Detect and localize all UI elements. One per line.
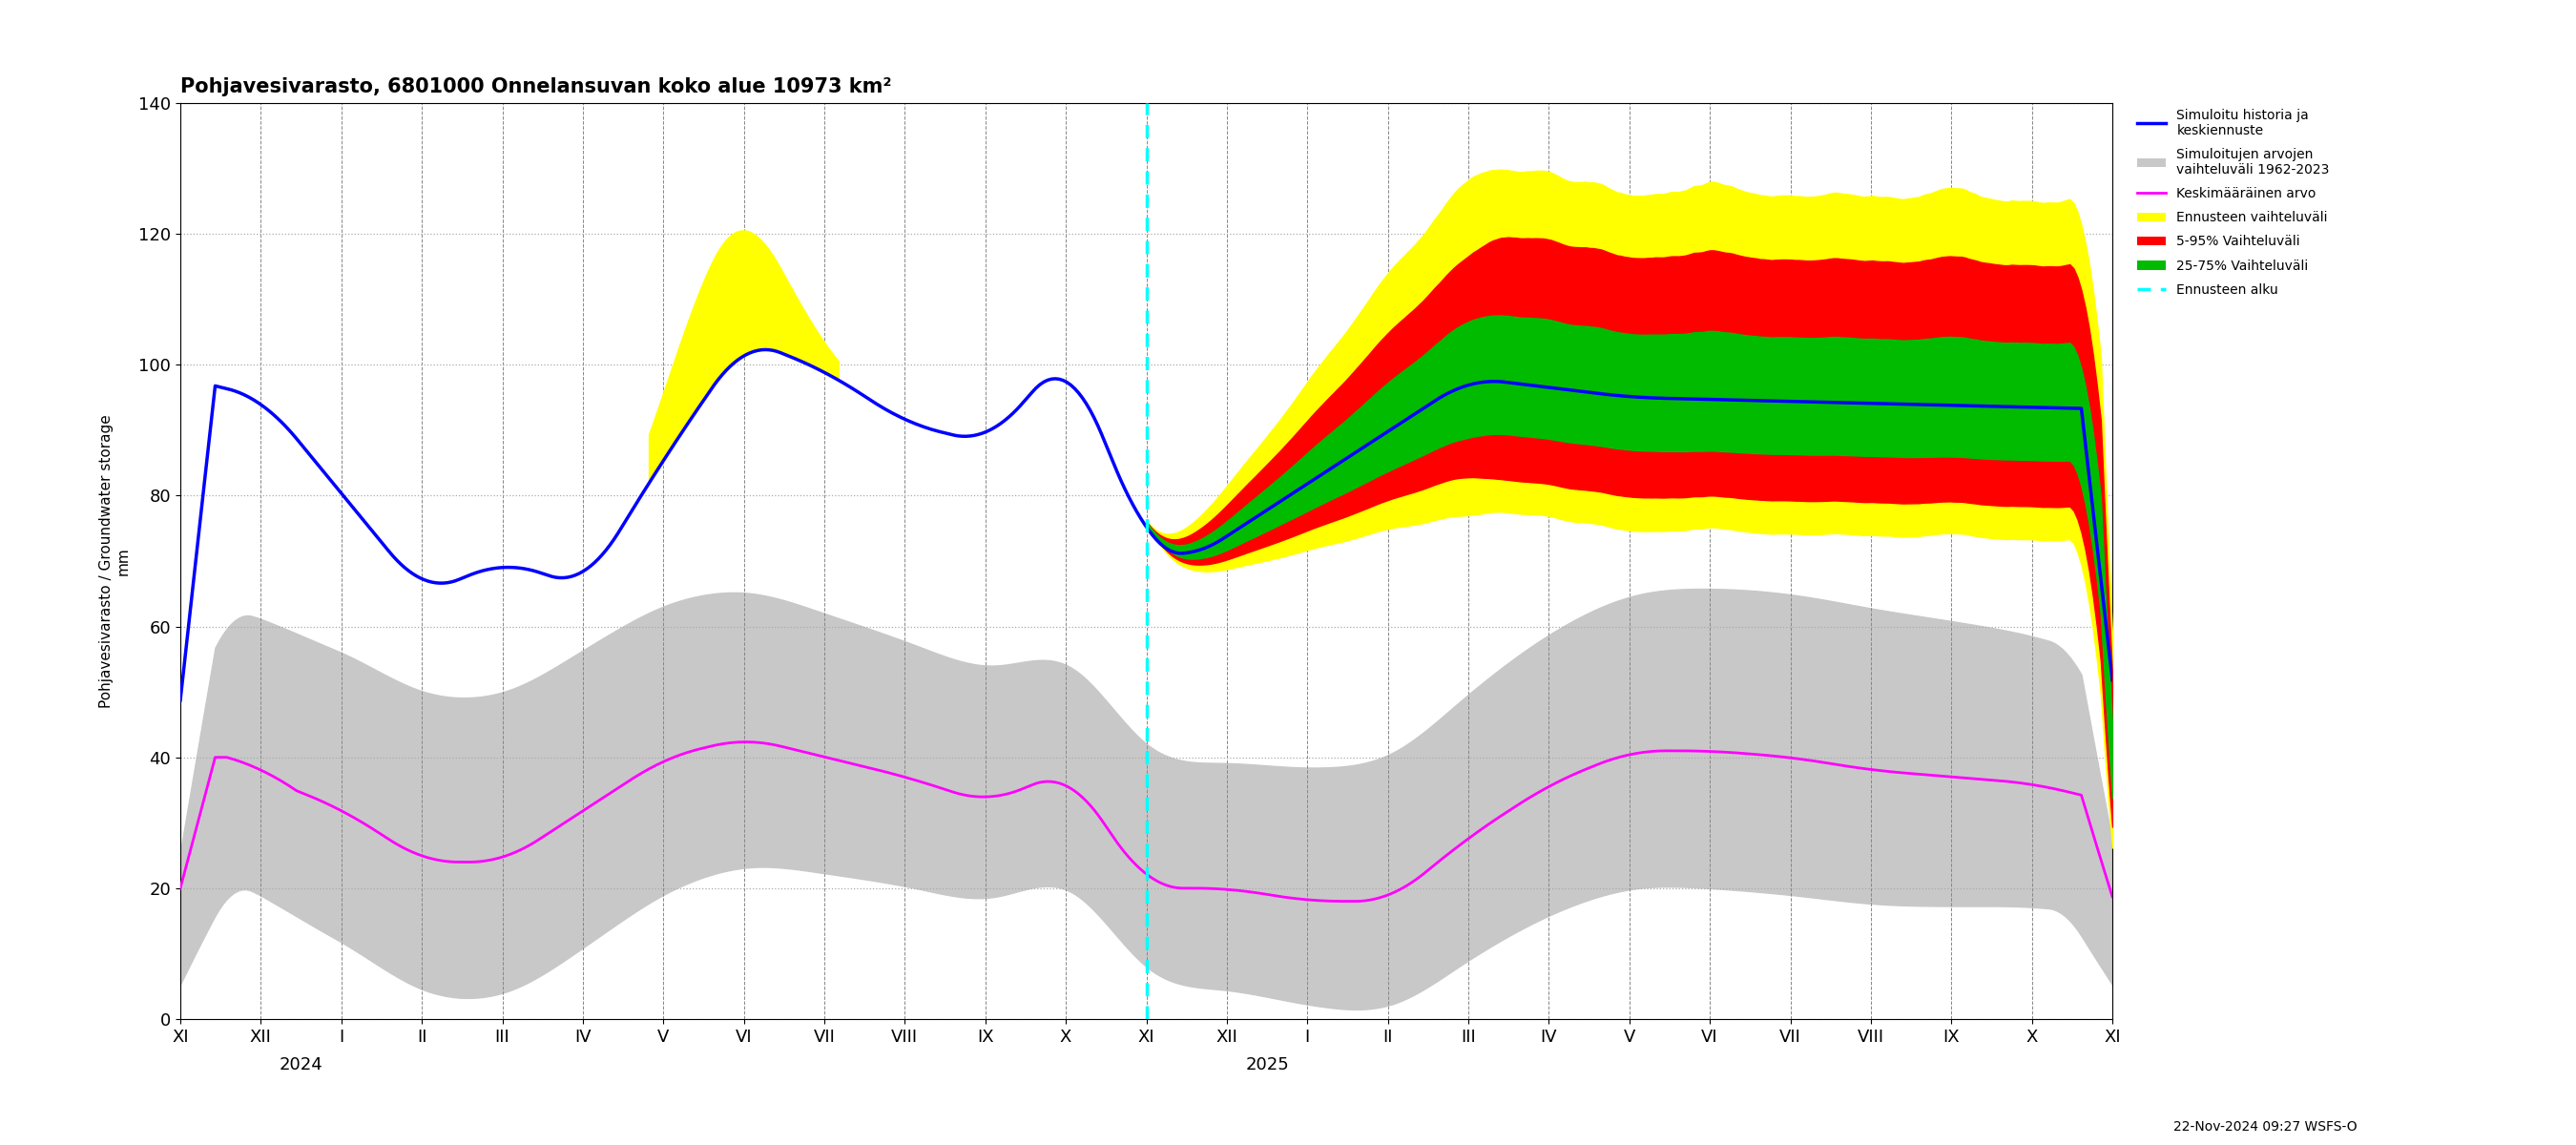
- Text: Pohjavesivarasto, 6801000 Onnelansuvan koko alue 10973 km²: Pohjavesivarasto, 6801000 Onnelansuvan k…: [180, 77, 891, 96]
- Text: 2024: 2024: [278, 1056, 322, 1073]
- Y-axis label: Pohjavesivarasto / Groundwater storage
mm: Pohjavesivarasto / Groundwater storage m…: [100, 414, 131, 708]
- Legend: Simuloitu historia ja
keskiennuste, Simuloitujen arvojen
vaihteluväli 1962-2023,: Simuloitu historia ja keskiennuste, Simu…: [2133, 103, 2334, 301]
- Text: 22-Nov-2024 09:27 WSFS-O: 22-Nov-2024 09:27 WSFS-O: [2174, 1120, 2357, 1134]
- Text: 2025: 2025: [1244, 1056, 1288, 1073]
